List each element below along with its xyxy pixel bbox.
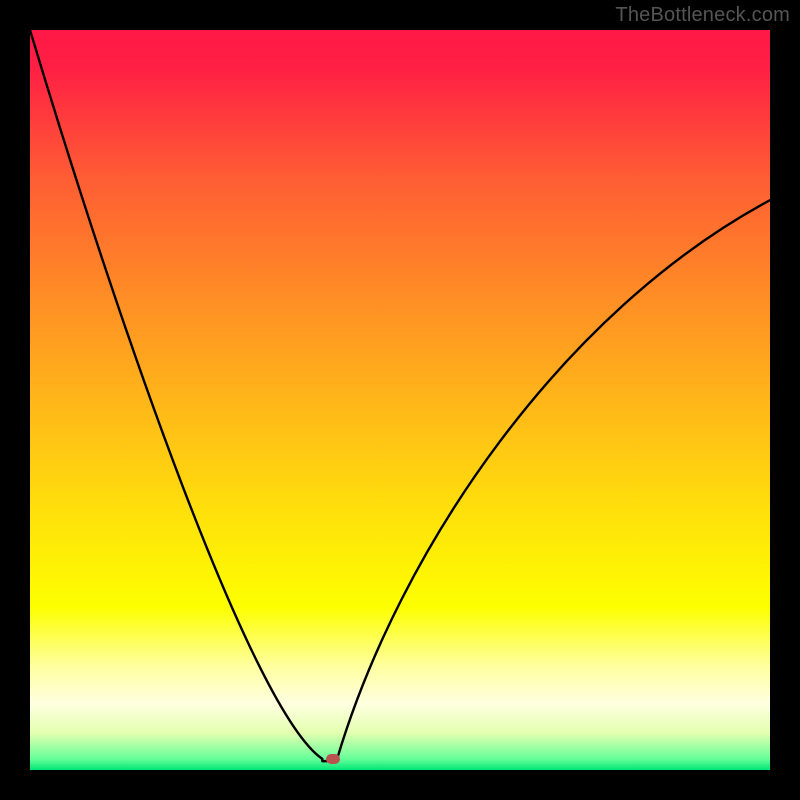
minimum-marker bbox=[326, 754, 340, 764]
bottleneck-curve bbox=[30, 30, 770, 770]
plot-area bbox=[30, 30, 770, 770]
watermark-text: TheBottleneck.com bbox=[615, 4, 790, 27]
chart-frame: TheBottleneck.com bbox=[0, 0, 800, 800]
